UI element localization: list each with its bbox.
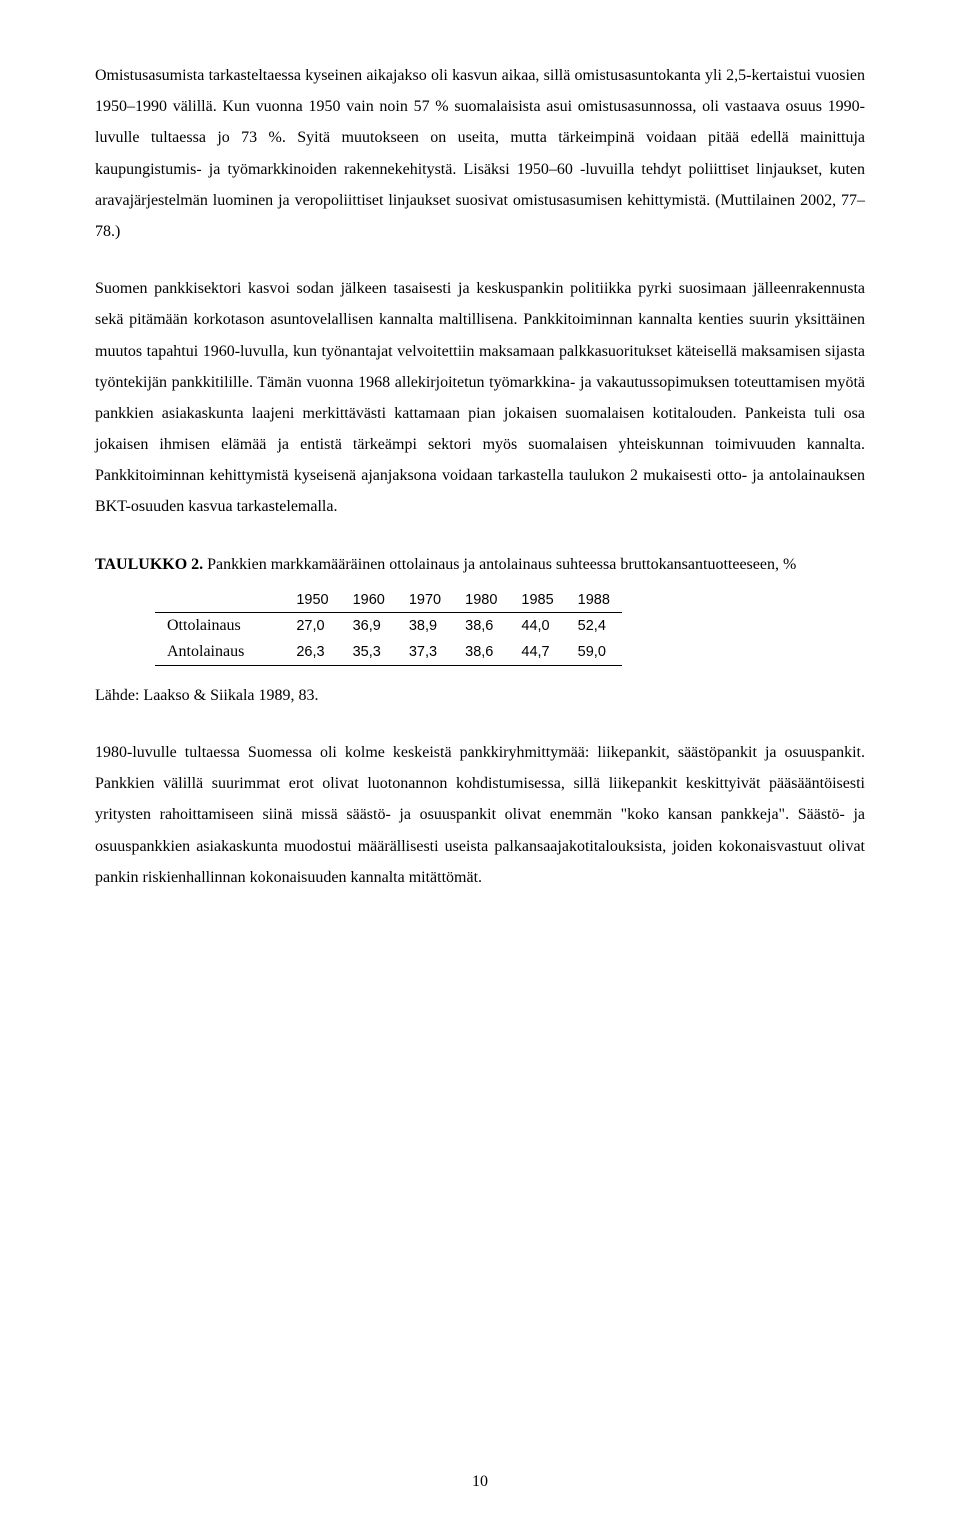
paragraph-1: Omistusasumista tarkasteltaessa kyseinen…	[95, 60, 865, 247]
table-cell: 37,3	[397, 639, 453, 666]
table-cell: 38,6	[453, 612, 509, 639]
table-cell: 27,0	[284, 612, 340, 639]
table-header-cell: 1985	[509, 588, 565, 613]
table-2: 1950 1960 1970 1980 1985 1988 Ottolainau…	[155, 588, 622, 666]
table-2-caption-label: TAULUKKO 2.	[95, 556, 203, 573]
table-cell: 44,0	[509, 612, 565, 639]
table-cell: 26,3	[284, 639, 340, 666]
paragraph-3: 1980-luvulle tultaessa Suomessa oli kolm…	[95, 737, 865, 893]
table-header-cell: 1988	[566, 588, 622, 613]
table-header-empty	[155, 588, 284, 613]
table-header-cell: 1960	[341, 588, 397, 613]
table-row-label: Ottolainaus	[155, 612, 284, 639]
table-cell: 38,6	[453, 639, 509, 666]
table-cell: 35,3	[341, 639, 397, 666]
table-row-label: Antolainaus	[155, 639, 284, 666]
table-header-cell: 1950	[284, 588, 340, 613]
table-header-cell: 1970	[397, 588, 453, 613]
table-2-caption-text: Pankkien markkamääräinen ottolainaus ja …	[203, 556, 796, 573]
table-2-caption: TAULUKKO 2. Pankkien markkamääräinen ott…	[95, 549, 865, 580]
table-row: Ottolainaus 27,0 36,9 38,9 38,6 44,0 52,…	[155, 612, 622, 639]
table-row: Antolainaus 26,3 35,3 37,3 38,6 44,7 59,…	[155, 639, 622, 666]
table-cell: 44,7	[509, 639, 565, 666]
paragraph-2: Suomen pankkisektori kasvoi sodan jälkee…	[95, 273, 865, 523]
page: Omistusasumista tarkasteltaessa kyseinen…	[0, 0, 960, 1521]
table-header-row: 1950 1960 1970 1980 1985 1988	[155, 588, 622, 613]
table-cell: 38,9	[397, 612, 453, 639]
table-header-cell: 1980	[453, 588, 509, 613]
table-2-source: Lähde: Laakso & Siikala 1989, 83.	[95, 680, 865, 711]
page-number: 10	[0, 1473, 960, 1491]
table-cell: 52,4	[566, 612, 622, 639]
table-cell: 59,0	[566, 639, 622, 666]
table-cell: 36,9	[341, 612, 397, 639]
